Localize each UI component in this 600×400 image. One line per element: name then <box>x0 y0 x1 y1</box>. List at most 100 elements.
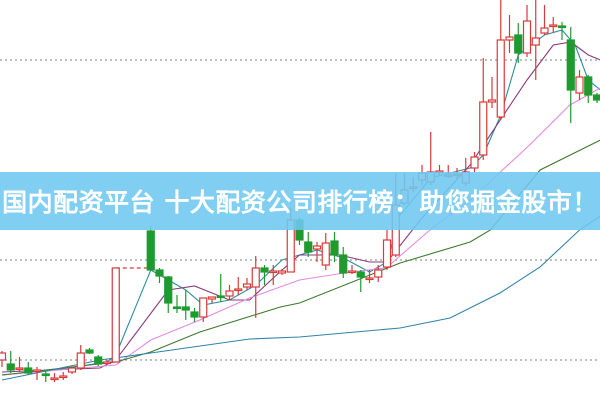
candle-body <box>321 242 330 266</box>
candle-up <box>277 269 287 275</box>
candle-down <box>356 270 365 292</box>
candle-body <box>111 267 120 363</box>
candle-up <box>102 360 112 365</box>
candle-body <box>374 269 383 278</box>
candle-body <box>575 76 584 94</box>
candle-body <box>24 367 33 374</box>
candle-body <box>207 296 217 300</box>
candle-up <box>234 277 243 295</box>
candle-down <box>190 308 199 322</box>
candle-body <box>260 267 269 273</box>
candle-up <box>374 265 383 282</box>
candle-body <box>549 24 558 28</box>
candle-down <box>6 351 15 373</box>
candle-body <box>540 27 549 34</box>
candle-body <box>251 267 260 288</box>
candle-up <box>347 265 357 274</box>
candle-body <box>172 306 182 310</box>
candle-down <box>164 276 173 313</box>
candle-up <box>470 152 479 172</box>
candle-up <box>522 5 532 57</box>
candle-body <box>330 240 339 256</box>
candle-body <box>41 373 50 377</box>
candle-body <box>557 25 567 29</box>
candle-body <box>199 297 208 318</box>
candle-up <box>531 0 540 80</box>
candle-up <box>111 267 120 363</box>
candle-up <box>575 70 584 100</box>
candle-down <box>260 265 269 285</box>
candle-down <box>514 23 523 63</box>
candle-down <box>330 232 339 262</box>
candle-down <box>216 274 225 302</box>
candle-body <box>181 306 190 311</box>
candle-body <box>15 367 24 371</box>
candle-up <box>0 351 7 367</box>
candle-body <box>531 37 540 46</box>
candle-up <box>312 242 322 262</box>
candle-down <box>172 295 182 313</box>
candle-body <box>155 269 164 277</box>
candle-up <box>199 297 208 322</box>
candle-body <box>0 352 7 361</box>
candle-body <box>277 270 287 274</box>
candle-up <box>505 15 514 53</box>
candle-body <box>304 241 313 253</box>
candle-body <box>382 239 392 268</box>
candle-down <box>146 226 155 271</box>
candle-up <box>496 0 505 120</box>
candle-down <box>24 362 33 375</box>
candle-body <box>164 276 173 304</box>
candle-up <box>225 285 234 300</box>
candle-body <box>269 270 278 274</box>
candle-up <box>76 345 85 370</box>
candle-up <box>67 367 77 374</box>
candle-body <box>216 295 225 299</box>
candle-down <box>592 93 600 103</box>
candle-down <box>304 232 313 257</box>
candle-body <box>347 270 357 274</box>
candle-body <box>225 290 234 297</box>
candle-body <box>242 283 252 288</box>
banner-text: 国内配资平台 十大配资公司排行榜：助您掘金股市！ <box>2 188 598 217</box>
candle-down <box>566 27 575 123</box>
candle-body <box>50 377 59 381</box>
candle-up <box>242 278 252 290</box>
candle-down <box>584 75 593 103</box>
candle-body <box>85 349 94 354</box>
candle-up <box>15 357 24 372</box>
candle-body <box>102 361 112 365</box>
candle-body <box>522 20 532 54</box>
candle-down <box>85 348 94 354</box>
candle-body <box>76 352 85 369</box>
candle-body <box>94 356 103 365</box>
promo-banner: 国内配资平台 十大配资公司排行榜：助您掘金股市！ <box>0 172 600 230</box>
candle-body <box>234 288 243 292</box>
candle-body <box>479 101 488 156</box>
candle-body <box>514 34 523 54</box>
candle-body <box>505 36 514 41</box>
candle-up <box>487 77 497 108</box>
candle-down <box>339 247 348 278</box>
candle-up <box>549 17 558 33</box>
candle-up <box>365 270 374 283</box>
candle-up <box>251 256 260 318</box>
candle-body <box>67 367 77 373</box>
candle-body <box>592 94 600 101</box>
candle-up <box>269 265 278 285</box>
candle-up <box>540 5 549 35</box>
candle-body <box>584 76 593 96</box>
moving-average-line-5 <box>1 215 600 381</box>
candle-body <box>146 230 155 271</box>
candle-body <box>339 254 348 274</box>
candle-body <box>312 245 322 250</box>
candle-up <box>321 233 330 270</box>
candle-up <box>207 296 217 303</box>
candle-body <box>32 369 42 373</box>
candle-body <box>356 271 365 278</box>
candle-body <box>470 156 479 169</box>
candle-body <box>365 277 374 281</box>
candle-up <box>32 367 42 380</box>
candle-body <box>496 39 505 118</box>
